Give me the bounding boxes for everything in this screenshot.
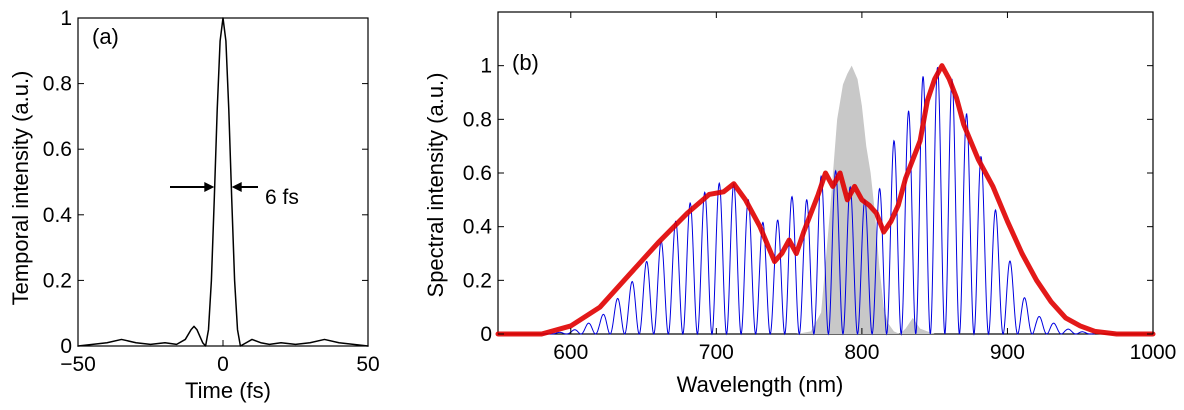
y-tick-label: 0.2 xyxy=(463,269,492,292)
y-tick-label: 1 xyxy=(480,55,492,78)
y-tick-label: 0 xyxy=(480,323,492,346)
panel-a-ylabel: Temporal intensity (a.u.) xyxy=(8,71,33,306)
series-line-0 xyxy=(77,17,369,347)
x-tick-label: 900 xyxy=(990,341,1025,364)
panel-b: 600 700 800 900 1000 0 0.2 0.4 0.6 0.8 1 (b) Wavel… xyxy=(423,11,1177,397)
series-line-2 xyxy=(495,63,1156,337)
x-tick-label: 800 xyxy=(844,341,879,364)
panel-a-label: (a) xyxy=(92,24,119,49)
fwhm-arrowhead-right xyxy=(231,182,242,192)
panel-b-xlabel: Wavelength (nm) xyxy=(677,372,844,397)
y-tick-label: 0.2 xyxy=(43,269,72,292)
plot-frame xyxy=(77,17,369,347)
panel-b-label: (b) xyxy=(512,50,539,75)
series-line-1 xyxy=(541,67,1095,336)
x-tick-label: −50 xyxy=(60,353,96,376)
x-tick-label: 50 xyxy=(356,353,379,376)
y-tick-label: 0.8 xyxy=(463,108,492,131)
y-tick-label: 0.4 xyxy=(463,216,493,239)
y-tick-label: 0 xyxy=(60,335,72,358)
panel-b-ylabel: Spectral intensity (a.u.) xyxy=(423,73,448,298)
x-tick-label: 600 xyxy=(553,341,588,364)
x-tick-label: 700 xyxy=(699,341,734,364)
panel-a-xlabel: Time (fs) xyxy=(185,378,271,403)
panel-b-plot-area: 600 700 800 900 1000 0 0.2 0.4 0.6 0.8 1 xyxy=(463,11,1177,364)
y-tick-label: 0.6 xyxy=(463,162,492,185)
panel-a-annotation: 6 fs xyxy=(265,186,299,209)
fwhm-arrowhead-left xyxy=(204,182,215,192)
y-tick-label: 0.8 xyxy=(43,73,72,96)
x-tick-label: 0 xyxy=(217,353,229,376)
y-tick-label: 1 xyxy=(60,7,72,30)
x-tick-label: 1000 xyxy=(1130,341,1177,364)
y-tick-label: 0.6 xyxy=(43,138,72,161)
y-tick-label: 0.4 xyxy=(43,204,73,227)
